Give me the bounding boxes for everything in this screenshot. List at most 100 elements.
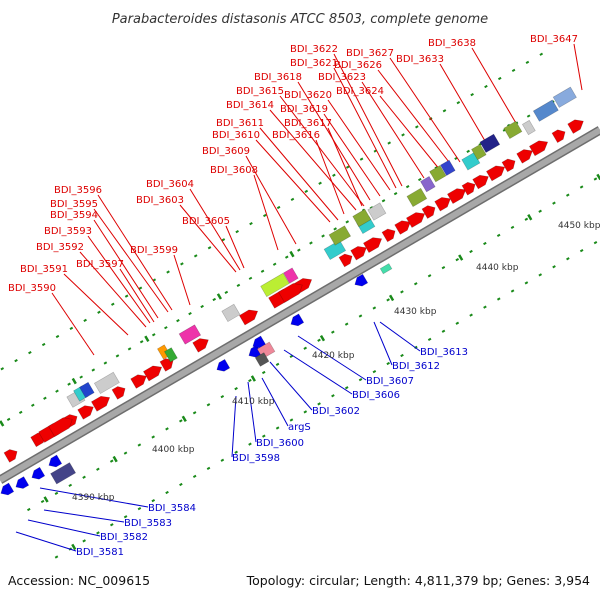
tick-mark [165, 327, 168, 329]
reverse-gene-label[interactable]: BDI_3602 [312, 406, 360, 417]
tick-mark [594, 242, 597, 244]
tick-mark [15, 360, 18, 362]
tick-mark [457, 102, 460, 104]
reverse-gene-label[interactable]: BDI_3582 [100, 532, 148, 543]
forward-gene-label[interactable]: BDI_3592 [36, 242, 84, 253]
feature-block [407, 188, 427, 206]
tick-mark [98, 312, 101, 314]
tick-mark [138, 444, 141, 446]
forward-gene-label[interactable]: BDI_3618 [254, 72, 302, 83]
forward-gene [529, 137, 550, 156]
reverse-gene-label[interactable]: BDI_3583 [124, 518, 172, 529]
tick-mark [346, 166, 349, 168]
tick-mark [221, 460, 224, 462]
forward-gene-label[interactable]: BDI_3626 [334, 60, 382, 71]
tick-mark [83, 477, 86, 479]
forward-gene-label[interactable]: BDI_3605 [182, 216, 230, 227]
tick-mark [201, 306, 204, 308]
tick-mark [276, 364, 279, 366]
tick-mark [419, 179, 422, 181]
tick-mark [273, 263, 276, 265]
leader-line [120, 269, 154, 322]
forward-gene-label[interactable]: BDI_3633 [396, 54, 444, 65]
tick-mark [152, 436, 155, 438]
tick-mark [318, 339, 321, 341]
tick-mark [467, 151, 470, 153]
genome-title: Parabacteroides distasonis ATCC 8503, co… [112, 12, 488, 27]
tick-mark [416, 126, 419, 128]
forward-gene-label[interactable]: BDI_3617 [284, 118, 332, 129]
feature-block [522, 120, 535, 134]
reverse-gene-label[interactable]: BDI_3607 [366, 376, 414, 387]
reverse-gene-label[interactable]: BDI_3612 [392, 361, 440, 372]
tick-mark [290, 419, 293, 421]
forward-gene-label[interactable]: BDI_3614 [226, 100, 274, 111]
tick-mark [237, 285, 240, 287]
tick-mark [485, 86, 488, 88]
reverse-gene-label[interactable]: BDI_3584 [148, 503, 196, 514]
feature-block [329, 226, 351, 245]
forward-gene-label[interactable]: BDI_3627 [346, 48, 394, 59]
reverse-gene-label[interactable]: BDI_3581 [76, 547, 124, 558]
forward-gene-label[interactable]: BDI_3647 [530, 34, 578, 45]
forward-gene-label[interactable]: BDI_3621 [290, 58, 338, 69]
reverse-gene-label[interactable]: BDI_3598 [232, 453, 280, 464]
forward-gene-label[interactable]: BDI_3620 [284, 90, 332, 101]
feature-block [504, 121, 522, 138]
forward-gene-label[interactable]: BDI_3615 [236, 86, 284, 97]
forward-gene-label[interactable]: BDI_3590 [8, 283, 56, 294]
tick-mark [304, 411, 307, 413]
forward-gene-label[interactable]: BDI_3604 [146, 179, 194, 190]
tick-mark [222, 239, 225, 241]
tick-mark [527, 115, 530, 117]
forward-gene-label[interactable]: BDI_3611 [216, 118, 264, 129]
forward-gene-label[interactable]: BDI_3619 [280, 104, 328, 115]
major-tick [390, 295, 393, 300]
forward-gene [502, 156, 518, 172]
tick-mark [181, 263, 184, 265]
major-tick [183, 416, 186, 421]
forward-gene [4, 447, 20, 463]
forward-gene-label[interactable]: BDI_3593 [44, 226, 92, 237]
leader-line [472, 48, 520, 130]
forward-gene-label[interactable]: BDI_3624 [336, 86, 384, 97]
forward-gene-label[interactable]: BDI_3609 [202, 146, 250, 157]
reverse-block [380, 264, 392, 274]
forward-gene-label[interactable]: BDI_3595 [50, 199, 98, 210]
forward-gene-label[interactable]: BDI_3623 [318, 72, 366, 83]
tick-mark [511, 227, 514, 229]
reverse-gene-label[interactable]: argS [288, 422, 311, 433]
major-tick [114, 457, 117, 462]
reverse-gene [13, 477, 28, 492]
tick-mark [401, 355, 404, 357]
forward-gene-label[interactable]: BDI_3603 [136, 195, 184, 206]
tick-mark [580, 250, 583, 252]
tick-mark [152, 500, 155, 502]
reverse-gene-label[interactable]: BDI_3600 [256, 438, 304, 449]
tick-mark [27, 509, 30, 511]
tick-mark [498, 78, 501, 80]
forward-gene-label[interactable]: BDI_3610 [212, 130, 260, 141]
tick-mark [69, 485, 72, 487]
forward-gene-label[interactable]: BDI_3594 [50, 210, 98, 221]
tick-mark [406, 186, 409, 188]
forward-gene-label[interactable]: BDI_3616 [272, 130, 320, 141]
forward-gene [568, 116, 586, 133]
forward-gene-label[interactable]: BDI_3591 [20, 264, 68, 275]
tick-mark [235, 388, 238, 390]
tick-mark [97, 532, 100, 534]
forward-gene-label[interactable]: BDI_3608 [210, 165, 258, 176]
reverse-gene-label[interactable]: BDI_3613 [420, 347, 468, 358]
tick-mark [110, 524, 113, 526]
leader-line [270, 362, 312, 410]
forward-gene-label[interactable]: BDI_3596 [54, 185, 102, 196]
tick-mark [276, 427, 279, 429]
forward-gene-label[interactable]: BDI_3638 [428, 38, 476, 49]
forward-gene-label[interactable]: BDI_3597 [76, 259, 124, 270]
forward-gene-label[interactable]: BDI_3622 [290, 44, 338, 55]
tick-mark [414, 283, 417, 285]
reverse-gene-label[interactable]: BDI_3606 [352, 390, 400, 401]
forward-gene-label[interactable]: BDI_3599 [130, 245, 178, 256]
major-tick [459, 255, 462, 260]
tick-mark [236, 231, 239, 233]
